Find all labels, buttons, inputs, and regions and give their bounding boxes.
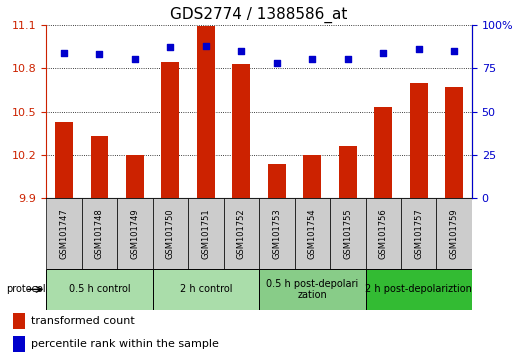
Text: transformed count: transformed count xyxy=(31,316,134,326)
Bar xyxy=(445,87,463,198)
Text: GSM101750: GSM101750 xyxy=(166,208,175,259)
Title: GDS2774 / 1388586_at: GDS2774 / 1388586_at xyxy=(170,7,348,23)
Bar xyxy=(153,269,259,310)
Text: 2 h post-depolariztion: 2 h post-depolariztion xyxy=(365,284,472,295)
Bar xyxy=(268,164,286,198)
Bar xyxy=(90,136,108,198)
Text: GSM101756: GSM101756 xyxy=(379,208,388,259)
Text: 0.5 h post-depolari
zation: 0.5 h post-depolari zation xyxy=(266,279,359,300)
Text: GSM101749: GSM101749 xyxy=(130,208,140,259)
Bar xyxy=(365,198,401,269)
Bar xyxy=(197,26,215,198)
Point xyxy=(379,50,387,55)
Text: GSM101751: GSM101751 xyxy=(201,208,210,259)
Bar xyxy=(401,198,437,269)
Bar xyxy=(46,198,82,269)
Text: GSM101757: GSM101757 xyxy=(414,208,423,259)
Point xyxy=(202,43,210,48)
Bar xyxy=(365,269,472,310)
Point xyxy=(273,60,281,66)
Bar xyxy=(13,313,26,329)
Bar xyxy=(224,198,259,269)
Text: protocol: protocol xyxy=(7,284,46,295)
Point xyxy=(415,46,423,52)
Bar xyxy=(162,62,179,198)
Point xyxy=(308,57,317,62)
Text: GSM101753: GSM101753 xyxy=(272,208,281,259)
Bar xyxy=(330,198,365,269)
Point xyxy=(131,57,139,62)
Text: 0.5 h control: 0.5 h control xyxy=(69,284,130,295)
Bar xyxy=(294,198,330,269)
Bar xyxy=(259,198,294,269)
Point xyxy=(450,48,458,53)
Bar xyxy=(13,336,26,352)
Text: percentile rank within the sample: percentile rank within the sample xyxy=(31,339,219,349)
Text: GSM101747: GSM101747 xyxy=(60,208,68,259)
Bar xyxy=(153,198,188,269)
Point xyxy=(237,48,245,53)
Point xyxy=(166,45,174,50)
Bar xyxy=(437,198,472,269)
Bar xyxy=(188,198,224,269)
Bar xyxy=(55,122,73,198)
Bar xyxy=(339,146,357,198)
Bar xyxy=(374,107,392,198)
Text: GSM101752: GSM101752 xyxy=(237,208,246,259)
Bar xyxy=(232,64,250,198)
Point xyxy=(344,57,352,62)
Point xyxy=(60,50,68,55)
Bar xyxy=(410,82,428,198)
Bar xyxy=(46,269,153,310)
Bar xyxy=(259,269,365,310)
Text: GSM101748: GSM101748 xyxy=(95,208,104,259)
Bar xyxy=(126,155,144,198)
Bar xyxy=(82,198,117,269)
Bar xyxy=(117,198,153,269)
Text: GSM101754: GSM101754 xyxy=(308,208,317,259)
Text: 2 h control: 2 h control xyxy=(180,284,232,295)
Bar xyxy=(303,155,321,198)
Text: GSM101759: GSM101759 xyxy=(450,208,459,259)
Text: GSM101755: GSM101755 xyxy=(343,208,352,259)
Point xyxy=(95,51,104,57)
